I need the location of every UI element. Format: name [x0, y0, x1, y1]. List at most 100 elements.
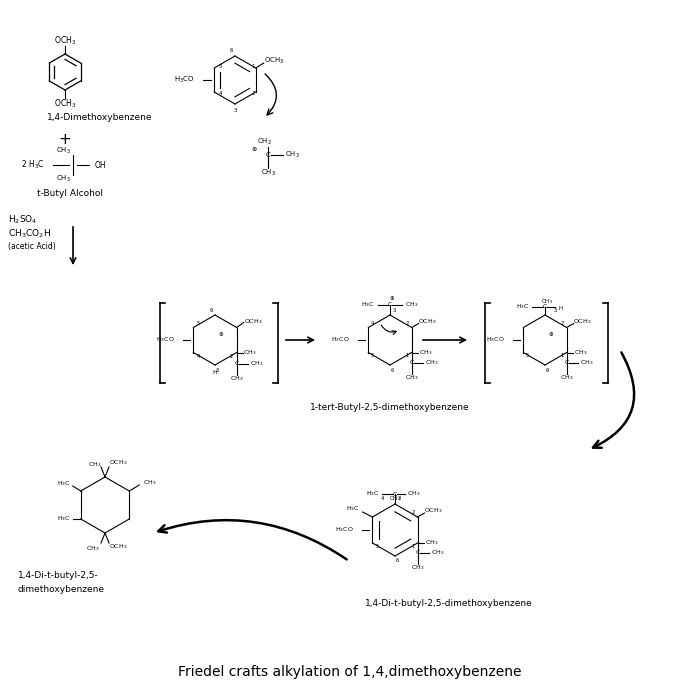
Text: H$_2$SO$_4$: H$_2$SO$_4$: [8, 214, 38, 226]
Text: CH$_3$: CH$_3$: [405, 373, 419, 382]
Text: 3: 3: [393, 307, 395, 312]
Text: Friedel crafts alkylation of 1,4,dimethoxybenzene: Friedel crafts alkylation of 1,4,dimetho…: [178, 665, 522, 679]
Text: H$_3$CO: H$_3$CO: [331, 335, 350, 344]
Text: 2: 2: [406, 321, 410, 326]
Text: CH$_3$CO$_2$H: CH$_3$CO$_2$H: [8, 228, 51, 240]
FancyArrowPatch shape: [593, 352, 634, 448]
Text: 4: 4: [380, 496, 384, 501]
Text: 6: 6: [545, 368, 549, 372]
Text: OCH$_3$: OCH$_3$: [54, 98, 76, 110]
Text: CH$_3$: CH$_3$: [143, 479, 156, 487]
FancyArrowPatch shape: [265, 74, 276, 115]
Text: OCH$_3$: OCH$_3$: [419, 317, 437, 326]
Text: OCH$_3$: OCH$_3$: [244, 317, 263, 326]
Text: 3: 3: [233, 108, 237, 113]
Text: t-Butyl Alcohol: t-Butyl Alcohol: [37, 188, 103, 197]
Text: 2 H$_3$C: 2 H$_3$C: [22, 159, 45, 172]
Text: $\oplus$: $\oplus$: [218, 330, 224, 338]
Text: CH$_3$: CH$_3$: [243, 348, 256, 357]
Text: H$_3$C: H$_3$C: [366, 489, 380, 498]
Text: C: C: [265, 152, 270, 158]
Text: H$_3$CO: H$_3$CO: [174, 75, 195, 85]
Text: H$_3$C: H$_3$C: [361, 300, 374, 309]
Text: 6: 6: [395, 559, 399, 564]
Text: C: C: [388, 302, 392, 307]
Text: H: H: [559, 307, 563, 312]
Text: H$_3$CO: H$_3$CO: [156, 335, 175, 344]
Text: C: C: [564, 360, 569, 365]
Text: OCH$_3$: OCH$_3$: [573, 317, 592, 326]
Text: $\oplus$: $\oplus$: [389, 294, 395, 302]
Text: 6: 6: [391, 368, 393, 372]
Text: 6: 6: [230, 48, 232, 52]
Text: C: C: [410, 360, 414, 365]
Text: 5: 5: [219, 64, 223, 69]
Text: H: H: [213, 370, 218, 374]
Text: 2: 2: [230, 354, 233, 359]
Text: 1-tert-Butyl-2,5-dimethoxybenzene: 1-tert-Butyl-2,5-dimethoxybenzene: [310, 402, 470, 412]
FancyArrowPatch shape: [382, 325, 396, 335]
Text: H$_3$C: H$_3$C: [516, 302, 530, 312]
Text: 1,4-Di-t-butyl-2,5-: 1,4-Di-t-butyl-2,5-: [18, 570, 99, 580]
Text: C: C: [542, 304, 547, 309]
Text: 1,4-Dimethoxybenzene: 1,4-Dimethoxybenzene: [47, 113, 153, 122]
Text: CH$_3$: CH$_3$: [284, 150, 300, 160]
Text: 2: 2: [412, 510, 415, 515]
Text: 4: 4: [197, 354, 200, 359]
Text: CH$_3$: CH$_3$: [580, 358, 594, 367]
Text: H$_3$C: H$_3$C: [346, 505, 359, 514]
Text: 2: 2: [251, 91, 255, 96]
Text: (acetic Acid): (acetic Acid): [8, 241, 56, 251]
Text: CH$_3$: CH$_3$: [86, 545, 99, 554]
Text: H$_3$C: H$_3$C: [57, 480, 71, 489]
Text: 4: 4: [219, 91, 223, 96]
Text: 3: 3: [398, 496, 400, 501]
Text: 5: 5: [375, 543, 379, 549]
Text: CH$_3$: CH$_3$: [389, 494, 401, 503]
Text: $\oplus$: $\oplus$: [251, 145, 258, 153]
Text: 1: 1: [412, 543, 415, 549]
Text: 1: 1: [561, 353, 564, 358]
Text: OH: OH: [95, 160, 106, 169]
Text: CH$_3$: CH$_3$: [560, 373, 573, 382]
Text: CH$_3$: CH$_3$: [574, 348, 587, 357]
Text: H$_3$CO: H$_3$CO: [335, 526, 354, 535]
Text: 6: 6: [209, 307, 213, 312]
Text: 1: 1: [406, 353, 410, 358]
Text: 5: 5: [371, 353, 374, 358]
Text: CH$_3$: CH$_3$: [430, 549, 444, 557]
Text: 5: 5: [197, 321, 200, 326]
Text: CH$_3$: CH$_3$: [411, 564, 424, 573]
Text: CH$_2$: CH$_2$: [257, 137, 272, 147]
Text: 3: 3: [554, 307, 556, 312]
FancyArrowPatch shape: [158, 520, 346, 559]
Text: $\oplus$: $\oplus$: [548, 330, 554, 338]
Text: H$_3$CO: H$_3$CO: [486, 335, 505, 344]
Text: OCH$_3$: OCH$_3$: [424, 507, 442, 515]
Text: 1: 1: [251, 64, 255, 69]
Text: CH$_3$: CH$_3$: [55, 146, 71, 156]
Text: OCH$_3$: OCH$_3$: [54, 35, 76, 48]
Text: C: C: [234, 361, 239, 366]
Text: 3: 3: [216, 368, 218, 372]
Text: CH$_3$: CH$_3$: [260, 168, 276, 178]
Text: OCH$_3$: OCH$_3$: [108, 458, 127, 468]
Text: H$_3$C: H$_3$C: [57, 514, 71, 524]
Text: C: C: [415, 550, 420, 556]
Text: OCH$_3$: OCH$_3$: [108, 542, 127, 552]
Text: CH$_3$: CH$_3$: [425, 358, 438, 367]
Text: 1,4-Di-t-butyl-2,5-dimethoxybenzene: 1,4-Di-t-butyl-2,5-dimethoxybenzene: [365, 599, 533, 608]
Text: CH$_3$: CH$_3$: [419, 348, 433, 357]
Text: CH$_3$: CH$_3$: [230, 374, 244, 383]
Text: CH$_3$: CH$_3$: [250, 359, 263, 368]
Text: C: C: [393, 491, 397, 496]
Text: CH$_3$: CH$_3$: [541, 298, 553, 307]
Text: CH$_3$: CH$_3$: [425, 538, 438, 547]
Text: 5: 5: [526, 353, 529, 358]
Text: dimethoxybenzene: dimethoxybenzene: [18, 584, 105, 594]
Text: 2: 2: [561, 321, 564, 326]
Text: OCH$_3$: OCH$_3$: [264, 56, 284, 66]
Text: CH$_3$: CH$_3$: [55, 174, 71, 184]
Text: CH$_3$: CH$_3$: [405, 300, 419, 309]
Text: CH$_3$: CH$_3$: [407, 489, 421, 498]
